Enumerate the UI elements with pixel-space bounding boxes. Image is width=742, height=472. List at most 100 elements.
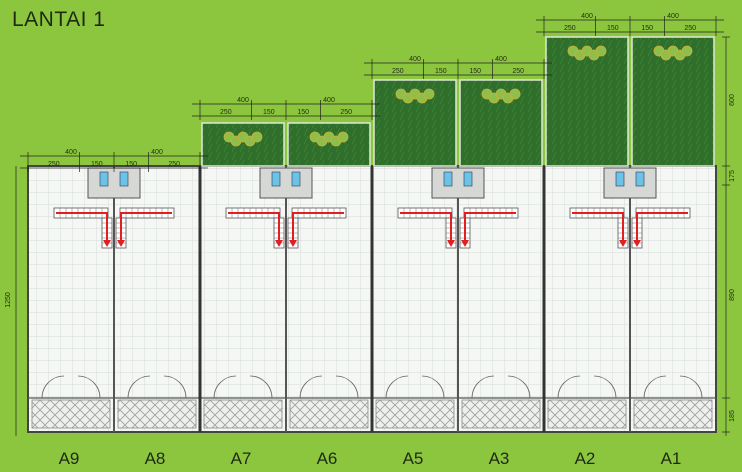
garden — [631, 36, 715, 167]
plan-title: LANTAI 1 — [12, 8, 106, 31]
carport-area — [547, 399, 627, 429]
door-swing — [679, 375, 703, 399]
dimension-set: 400 400 250 150 150 250 — [20, 149, 208, 172]
dimension-label: 400 — [581, 13, 593, 20]
dimension-label: 400 — [409, 56, 421, 63]
door-swing — [213, 375, 237, 399]
toilet-icon — [271, 171, 281, 187]
dimension-label: 185 — [729, 410, 736, 422]
toilet-icon — [99, 171, 109, 187]
garden — [201, 122, 285, 167]
carport-area — [289, 399, 369, 429]
garden-lawn — [373, 79, 457, 167]
dimension-label: 150 — [607, 25, 619, 32]
dimension-label: 250 — [168, 161, 180, 168]
dimension-set: 400 400 250 150 150 250 — [364, 56, 552, 79]
garden — [459, 79, 543, 167]
dimension-label: 600 — [729, 94, 736, 106]
arrow-head — [633, 240, 641, 247]
service-core — [569, 167, 691, 249]
unit-a6 — [286, 375, 372, 429]
unit-a9 — [28, 375, 114, 429]
garden-lawn — [631, 36, 715, 167]
door-swing — [163, 375, 187, 399]
dimension-label: 150 — [469, 68, 481, 75]
dimension-label: 250 — [684, 25, 696, 32]
garden-lawn — [201, 122, 285, 167]
carport-area — [203, 399, 283, 429]
dimension-label: 150 — [435, 68, 447, 75]
garden-lawn — [545, 36, 629, 167]
dimension-label: 400 — [151, 149, 163, 156]
service-core — [397, 167, 519, 249]
door-swing — [507, 375, 531, 399]
unit-label-a6: A6 — [317, 449, 338, 468]
dimension-label: 150 — [641, 25, 653, 32]
carport-area — [461, 399, 541, 429]
dimension-label: 400 — [495, 56, 507, 63]
arrow-head — [117, 240, 125, 247]
door-swing — [385, 375, 409, 399]
toilet-icon — [443, 171, 453, 187]
flower-icon — [423, 88, 435, 100]
dimension-label: 400 — [237, 97, 249, 104]
unit-a2 — [544, 375, 630, 429]
door-swing — [557, 375, 581, 399]
stair-arrow — [292, 212, 344, 242]
dimension-label: 150 — [91, 161, 103, 168]
flower-icon — [595, 45, 607, 57]
door-swing — [593, 375, 617, 399]
door-swing — [299, 375, 323, 399]
door-swing — [41, 375, 65, 399]
dimension-label: 250 — [48, 161, 60, 168]
carport-area — [31, 399, 111, 429]
dimension-label: 1250 — [5, 292, 12, 308]
stair-arrow — [228, 212, 280, 242]
bathroom-block — [431, 167, 485, 199]
dimension-label: 250 — [340, 109, 352, 116]
garden-lawn — [287, 122, 371, 167]
garden — [373, 79, 457, 167]
unit-label-a5: A5 — [403, 449, 424, 468]
arrow-head — [461, 240, 469, 247]
flower-icon — [681, 45, 693, 57]
arrow-head — [447, 240, 455, 247]
unit-label-a9: A9 — [59, 449, 80, 468]
door-swing — [421, 375, 445, 399]
dimension-label: 250 — [564, 25, 576, 32]
carport-area — [375, 399, 455, 429]
service-core — [53, 167, 175, 249]
door-swing — [643, 375, 667, 399]
door-swing — [335, 375, 359, 399]
bathroom-block — [603, 167, 657, 199]
bathroom-block — [259, 167, 313, 199]
toilet-icon — [463, 171, 473, 187]
dimension-label: 250 — [392, 68, 404, 75]
bathroom-block — [87, 167, 141, 199]
stair-arrow — [464, 212, 516, 242]
unit-a8 — [114, 375, 200, 429]
unit-a3 — [458, 375, 544, 429]
dimension-label: 250 — [220, 109, 232, 116]
unit-a5 — [372, 375, 458, 429]
carport-area — [633, 399, 713, 429]
dimension-set: 400 400 250 150 150 250 — [192, 97, 380, 120]
toilet-icon — [635, 171, 645, 187]
arrow-head — [103, 240, 111, 247]
dimension-label: 400 — [323, 97, 335, 104]
unit-label-a8: A8 — [145, 449, 166, 468]
service-core — [225, 167, 347, 249]
stair-arrow — [572, 212, 624, 242]
arrow-head — [275, 240, 283, 247]
unit-label-a1: A1 — [661, 449, 682, 468]
door-swing — [471, 375, 495, 399]
arrow-head — [619, 240, 627, 247]
garden — [287, 122, 371, 167]
flower-icon — [251, 131, 263, 143]
dimension-set: 400 400 250 150 150 250 — [536, 13, 724, 36]
carport-area — [117, 399, 197, 429]
arrow-head — [289, 240, 297, 247]
dimension-label: 890 — [729, 289, 736, 301]
dimension-label: 250 — [512, 68, 524, 75]
